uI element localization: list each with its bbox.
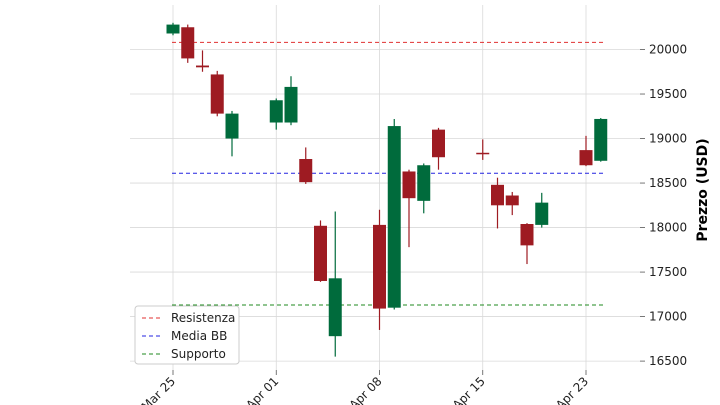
x-tick-label: Apr 23 [553, 374, 591, 405]
candle-down [432, 129, 445, 158]
candle-up [535, 202, 549, 225]
candle-up [387, 126, 401, 308]
candle-down [314, 225, 327, 281]
y-axis: 16500 17000 17500 18000 18500 19000 19500 20000 [640, 43, 687, 368]
candle-up [594, 118, 608, 161]
legend-label: Media BB [171, 329, 227, 343]
y-tick-label: 20000 [649, 43, 687, 57]
candle-down [520, 224, 534, 246]
candle-down [402, 171, 416, 199]
candle-down [210, 74, 224, 114]
y-tick-label: 17000 [649, 310, 687, 324]
y-tick-label: 18000 [649, 221, 687, 235]
legend-box [134, 305, 240, 365]
y-axis-title: Prezzo (USD) [695, 138, 711, 241]
x-tick-label: Apr 01 [243, 374, 281, 405]
candle-down [491, 184, 504, 206]
candles [166, 22, 608, 357]
candle-up [269, 100, 283, 123]
legend: Resistenza Media BB Supporto [134, 305, 240, 365]
y-tick-label: 16500 [649, 354, 687, 368]
candle-up [417, 165, 431, 201]
legend-label: Supporto [171, 347, 226, 361]
y-tick-label: 19000 [649, 132, 687, 146]
x-tick-label: Mar 25 [139, 374, 178, 405]
x-tick-label: Apr 15 [450, 374, 488, 405]
candle-down [196, 65, 209, 68]
candle-down [299, 159, 313, 183]
x-tick-label: Apr 08 [347, 374, 385, 405]
legend-label: Resistenza [171, 311, 235, 325]
y-tick-label: 19500 [649, 87, 687, 101]
candle-down [505, 195, 519, 206]
candle-up [225, 113, 239, 139]
candle-down [579, 150, 593, 166]
candle-up [328, 278, 342, 337]
candle-up [166, 24, 180, 34]
y-tick-label: 18500 [649, 176, 687, 190]
candle-up [284, 86, 298, 123]
y-tick-label: 17500 [649, 265, 687, 279]
x-axis: Mar 25 Apr 01 Apr 08 Apr 15 Apr 23 [139, 370, 591, 405]
candle-down [181, 27, 195, 59]
candle-down [373, 224, 386, 309]
candle-down [476, 152, 490, 155]
